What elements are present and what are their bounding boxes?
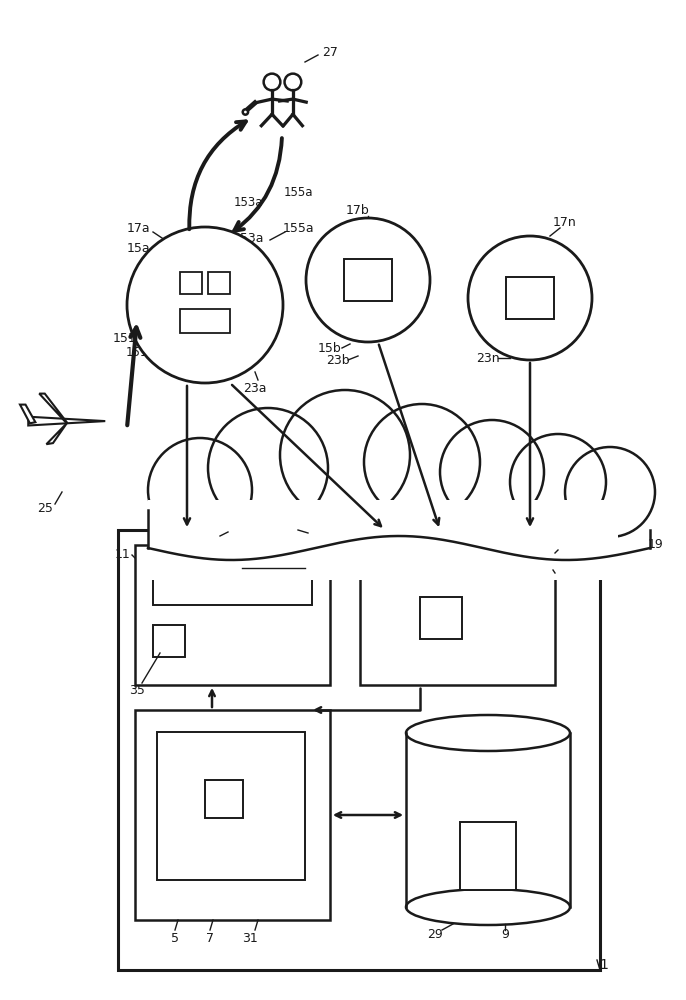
Text: 27: 27 bbox=[322, 45, 338, 58]
Circle shape bbox=[243, 109, 248, 115]
Text: 3: 3 bbox=[559, 542, 567, 554]
Text: 23b: 23b bbox=[326, 354, 350, 366]
Text: 153a: 153a bbox=[233, 196, 263, 209]
Circle shape bbox=[440, 420, 544, 524]
Text: 11: 11 bbox=[115, 548, 130, 562]
Circle shape bbox=[364, 404, 480, 520]
Ellipse shape bbox=[165, 490, 625, 570]
Bar bbox=[506, 277, 554, 319]
Bar bbox=[205, 780, 243, 818]
Text: 15a: 15a bbox=[126, 241, 150, 254]
Bar bbox=[208, 272, 230, 294]
Text: 17a: 17a bbox=[137, 261, 159, 274]
Bar bbox=[344, 259, 392, 301]
Bar bbox=[406, 733, 570, 907]
Circle shape bbox=[280, 390, 410, 520]
Polygon shape bbox=[47, 423, 67, 444]
Text: 19: 19 bbox=[648, 538, 664, 552]
Text: 7: 7 bbox=[206, 932, 214, 944]
Text: 35: 35 bbox=[129, 684, 145, 696]
Bar bbox=[157, 732, 305, 880]
Bar bbox=[420, 597, 462, 639]
Circle shape bbox=[263, 74, 281, 90]
Circle shape bbox=[127, 227, 283, 383]
Circle shape bbox=[468, 236, 592, 360]
Bar bbox=[148, 500, 618, 580]
Text: 13: 13 bbox=[302, 562, 318, 574]
Bar bbox=[135, 710, 330, 920]
Text: 17a: 17a bbox=[126, 222, 150, 234]
Bar bbox=[360, 545, 555, 685]
Text: 29: 29 bbox=[427, 928, 443, 942]
Circle shape bbox=[148, 438, 252, 542]
Text: 155a: 155a bbox=[283, 186, 313, 198]
Text: 151a: 151a bbox=[125, 346, 155, 359]
Text: 31: 31 bbox=[242, 932, 258, 944]
Circle shape bbox=[510, 434, 606, 530]
Text: 23n: 23n bbox=[476, 352, 500, 364]
Bar bbox=[153, 563, 312, 605]
Text: 15a: 15a bbox=[132, 282, 154, 294]
Text: 21: 21 bbox=[550, 562, 566, 574]
Text: 13: 13 bbox=[304, 528, 320, 542]
Text: 151a: 151a bbox=[113, 332, 144, 344]
Text: 153a: 153a bbox=[233, 232, 263, 244]
Text: 33: 33 bbox=[200, 532, 216, 544]
Bar bbox=[153, 625, 185, 657]
Ellipse shape bbox=[406, 889, 570, 925]
Text: 155a: 155a bbox=[282, 222, 314, 234]
Circle shape bbox=[285, 74, 301, 90]
Bar bbox=[460, 822, 516, 890]
Circle shape bbox=[565, 447, 655, 537]
Ellipse shape bbox=[406, 715, 570, 751]
Text: 23a: 23a bbox=[244, 381, 267, 394]
Bar bbox=[180, 272, 202, 294]
Text: 17n: 17n bbox=[553, 216, 577, 229]
Text: 15b: 15b bbox=[318, 342, 342, 355]
Bar bbox=[135, 545, 330, 685]
Text: 1: 1 bbox=[600, 958, 608, 972]
Bar bbox=[118, 530, 600, 970]
Text: 25: 25 bbox=[37, 502, 53, 514]
Polygon shape bbox=[28, 417, 105, 426]
Text: 5: 5 bbox=[171, 932, 179, 944]
Text: 9: 9 bbox=[501, 928, 509, 942]
Circle shape bbox=[208, 408, 328, 528]
Circle shape bbox=[306, 218, 430, 342]
Text: 15n: 15n bbox=[476, 292, 500, 304]
Bar bbox=[180, 309, 230, 333]
Polygon shape bbox=[39, 394, 67, 423]
Polygon shape bbox=[20, 405, 36, 423]
Text: 17b: 17b bbox=[346, 204, 370, 217]
